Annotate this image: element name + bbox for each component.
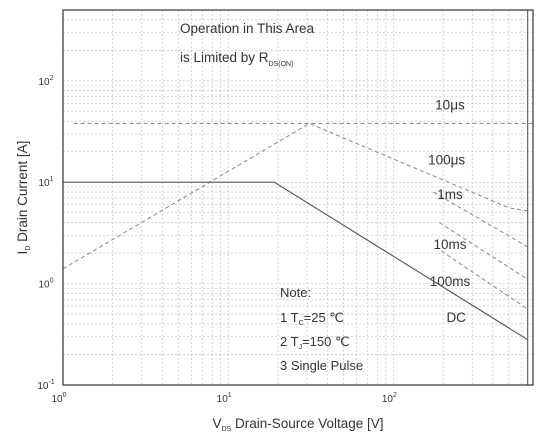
series-label: 1ms (437, 187, 463, 202)
x-tick-label: 100 (51, 392, 66, 405)
x-tick-label: 101 (217, 392, 232, 405)
labels: VDS Drain-Source Voltage [V] ID Drain Cur… (15, 21, 384, 433)
y-axis-label: ID Drain Current [A] (15, 141, 32, 255)
plot-frame (62, 9, 534, 386)
series-label: 100μs (428, 152, 465, 167)
y-tick-label: 100 (38, 278, 53, 291)
annotation-line-2: is Limited by RDS(ON) (180, 50, 293, 68)
grid (63, 10, 533, 385)
series-line-10ms (439, 222, 528, 280)
series-line-100μs (62, 122, 528, 270)
note-2: 2 TJ=150 ℃ (280, 334, 350, 351)
y-tick-label: 10-1 (37, 379, 54, 392)
annotation-line-1: Operation in This Area (180, 21, 315, 36)
series-group: 10μs 100μs 1ms 10ms 100ms DC (62, 10, 533, 385)
series-line-100ms (441, 250, 528, 310)
series-label: 10μs (435, 98, 465, 113)
y-tick-label: 101 (38, 176, 53, 189)
note-3: 3 Single Pulse (280, 358, 363, 373)
series-label: DC (446, 310, 466, 325)
note-1: 1 TC=25 ℃ (280, 310, 344, 327)
x-axis-label: VDS Drain-Source Voltage [V] (212, 416, 383, 433)
note-title: Note: (280, 285, 311, 300)
y-tick-label: 102 (38, 75, 53, 88)
x-tick-label: 102 (382, 392, 397, 405)
series-label: 100ms (430, 274, 471, 289)
series-line-DC (63, 181, 528, 341)
series-label: 10ms (433, 237, 466, 252)
